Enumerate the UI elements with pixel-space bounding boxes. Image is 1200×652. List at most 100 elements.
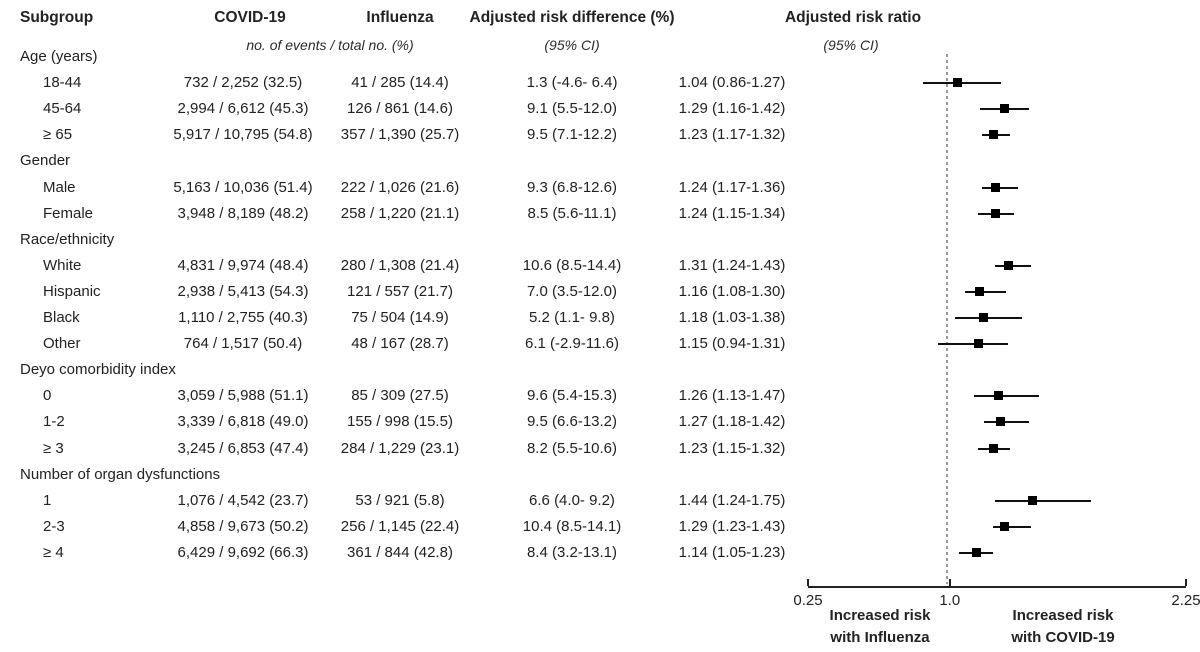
subgroup-label: 1	[43, 491, 52, 509]
risk-ratio-value: 1.04 (0.86-1.27)	[678, 74, 786, 92]
subgroup-row: 2-3 4,858 / 9,673 (50.2) 256 / 1,145 (22.4…	[0, 514, 1200, 540]
point-estimate-marker	[979, 313, 989, 322]
risk-difference-value: 5.2 (1.1- 9.8)	[529, 309, 615, 326]
x-axis-tick-label: 0.25	[793, 592, 823, 609]
x-axis-tick	[1185, 579, 1187, 586]
x-axis-tick-label: 1.0	[939, 592, 961, 609]
risk-difference-value: 6.6 (4.0- 9.2)	[529, 491, 615, 509]
covid-events-value: 3,339 / 6,818 (49.0)	[177, 413, 309, 431]
risk-ratio-value: 1.14 (1.05-1.23)	[678, 543, 786, 561]
column-header-influenza: Influenza	[366, 9, 434, 26]
risk-ratio-value: 1.24 (1.15-1.34)	[678, 204, 786, 222]
risk-difference-value: 9.3 (6.8-12.6)	[526, 178, 618, 196]
subgroup-label: ≥ 4	[43, 543, 64, 561]
risk-ratio-value: 1.27 (1.18-1.42)	[678, 413, 786, 431]
subgroup-label: Male	[43, 178, 76, 196]
influenza-events-value: 48 / 167 (28.7)	[351, 335, 449, 353]
influenza-events-value: 85 / 309 (27.5)	[351, 387, 449, 405]
risk-difference-value: 10.4 (8.5-14.1)	[522, 517, 622, 535]
group-label: Age (years)	[20, 48, 98, 65]
column-header-risk-ratio: Adjusted risk ratio	[784, 9, 922, 26]
risk-ratio-value: 1.16 (1.08-1.30)	[678, 282, 786, 300]
point-estimate-marker	[973, 339, 983, 349]
subgroup-label: Black	[43, 309, 80, 326]
subgroup-row: Male 5,163 / 10,036 (51.4) 222 / 1,026 (21…	[0, 175, 1200, 201]
risk-difference-value: 9.5 (6.6-13.2)	[526, 413, 618, 431]
group-header-row: Age (years)	[0, 44, 1200, 70]
column-header-risk-difference: Adjusted risk difference (%)	[469, 9, 675, 26]
covid-events-value: 6,429 / 9,692 (66.3)	[177, 543, 309, 561]
confidence-interval-line	[995, 264, 1032, 267]
risk-difference-value: 8.5 (5.6-11.1)	[527, 204, 617, 222]
confidence-interval-line	[974, 395, 1039, 398]
direction-label-influenza-line1: Increased risk	[829, 607, 931, 624]
point-estimate-marker	[988, 130, 998, 140]
reference-line	[946, 54, 948, 584]
x-axis-tick	[948, 579, 951, 586]
risk-difference-value: 9.5 (7.1-12.2)	[526, 126, 618, 144]
x-axis-tick	[807, 579, 809, 586]
risk-ratio-value: 1.23 (1.15-1.32)	[678, 439, 786, 457]
group-label: Deyo comorbidity index	[20, 361, 176, 379]
subgroup-label: Other	[43, 335, 81, 353]
risk-difference-value: 10.6 (8.5-14.4)	[522, 256, 622, 274]
influenza-events-value: 361 / 844 (42.8)	[347, 543, 453, 561]
covid-events-value: 3,245 / 6,853 (47.4)	[177, 439, 309, 457]
confidence-interval-line	[981, 186, 1018, 189]
risk-difference-value: 7.0 (3.5-12.0)	[526, 282, 618, 300]
subheader-ci-risk-ratio: (95% CI)	[823, 37, 879, 53]
covid-events-value: 4,858 / 9,673 (50.2)	[177, 517, 309, 535]
point-estimate-marker	[990, 182, 1000, 192]
point-estimate-marker	[994, 391, 1004, 401]
group-header-row: Race/ethnicity	[0, 227, 1200, 253]
subgroup-label: 2-3	[43, 517, 65, 535]
point-estimate-marker	[988, 443, 998, 453]
risk-ratio-value: 1.18 (1.03-1.38)	[678, 309, 786, 326]
influenza-events-value: 222 / 1,026 (21.6)	[340, 178, 460, 196]
group-label: Race/ethnicity	[20, 230, 115, 248]
subgroup-label: 18-44	[43, 74, 82, 92]
confidence-interval-line	[995, 499, 1092, 502]
column-header-subgroup: Subgroup	[20, 9, 94, 26]
risk-ratio-value: 1.15 (0.94-1.31)	[678, 335, 786, 353]
subgroup-label: Hispanic	[43, 282, 101, 300]
point-estimate-marker	[996, 417, 1006, 427]
point-estimate-marker	[1003, 260, 1013, 270]
influenza-events-value: 41 / 285 (14.4)	[351, 74, 449, 92]
point-estimate-marker	[1000, 104, 1010, 114]
influenza-events-value: 121 / 557 (21.7)	[347, 282, 453, 300]
direction-label-covid-line2: with COVID-19	[1011, 629, 1115, 646]
risk-difference-value: 6.1 (-2.9-11.6)	[525, 335, 619, 353]
risk-ratio-value: 1.29 (1.23-1.43)	[678, 517, 786, 535]
influenza-events-value: 155 / 998 (15.5)	[347, 413, 453, 431]
subgroup-row: 18-44 732 / 2,252 (32.5) 41 / 285 (14.4) 1.…	[0, 70, 1200, 96]
group-header-row: Deyo comorbidity index	[0, 357, 1200, 383]
risk-ratio-value: 1.26 (1.13-1.47)	[678, 387, 786, 405]
confidence-interval-line	[923, 82, 1001, 85]
group-label: Number of organ dysfunctions	[20, 465, 221, 483]
risk-difference-value: 9.6 (5.4-15.3)	[526, 387, 618, 405]
subgroup-row: 1 1,076 / 4,542 (23.7) 53 / 921 (5.8) 6.6 (…	[0, 488, 1200, 514]
influenza-events-value: 126 / 861 (14.6)	[347, 100, 453, 118]
covid-events-value: 3,948 / 8,189 (48.2)	[177, 204, 309, 222]
influenza-events-value: 75 / 504 (14.9)	[351, 309, 449, 326]
confidence-interval-line	[955, 317, 1022, 319]
subgroup-row: Black 1,110 / 2,755 (40.3) 75 / 504 (14.9)…	[0, 305, 1200, 331]
covid-events-value: 4,831 / 9,974 (48.4)	[177, 256, 309, 274]
x-axis	[808, 586, 1186, 588]
covid-events-value: 2,938 / 5,413 (54.3)	[177, 282, 309, 300]
subgroup-row: ≥ 4 6,429 / 9,692 (66.3) 361 / 844 (42.8) 8…	[0, 540, 1200, 566]
risk-difference-value: 8.4 (3.2-13.1)	[526, 543, 618, 561]
influenza-events-value: 53 / 921 (5.8)	[355, 491, 445, 509]
point-estimate-marker	[1000, 521, 1010, 531]
risk-ratio-value: 1.24 (1.17-1.36)	[678, 178, 786, 196]
subgroup-label: ≥ 65	[43, 126, 73, 144]
risk-ratio-value: 1.29 (1.16-1.42)	[678, 100, 786, 118]
subgroup-row: Hispanic 2,938 / 5,413 (54.3) 121 / 557 (2…	[0, 279, 1200, 305]
subgroup-label: 0	[43, 387, 52, 405]
covid-events-value: 2,994 / 6,612 (45.3)	[177, 100, 309, 118]
x-axis-tick-label: 2.25	[1171, 592, 1200, 609]
influenza-events-value: 284 / 1,229 (23.1)	[340, 439, 460, 457]
covid-events-value: 5,917 / 10,795 (54.8)	[173, 126, 313, 144]
covid-events-value: 764 / 1,517 (50.4)	[183, 335, 303, 353]
